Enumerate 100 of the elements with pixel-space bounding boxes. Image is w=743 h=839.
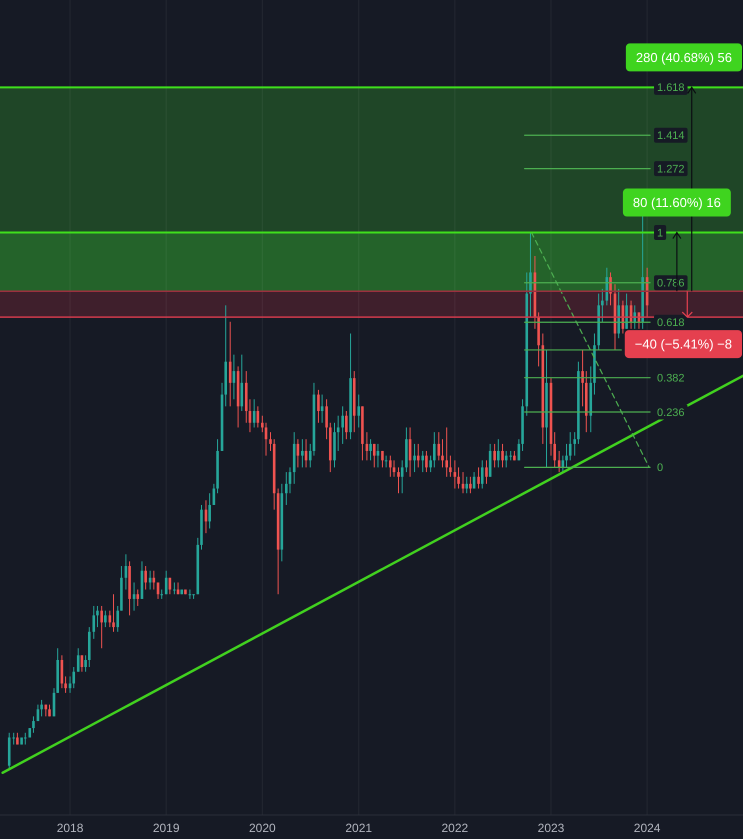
candlestick bbox=[325, 398, 328, 440]
candlestick bbox=[501, 443, 504, 468]
candlestick bbox=[485, 460, 488, 484]
candlestick bbox=[493, 443, 496, 468]
candlestick bbox=[381, 450, 384, 468]
candlestick bbox=[465, 476, 468, 494]
candlestick bbox=[112, 594, 115, 632]
candlestick bbox=[601, 288, 604, 322]
candlestick bbox=[64, 676, 67, 694]
x-tick-label: 2024 bbox=[634, 821, 661, 836]
candlestick bbox=[60, 654, 64, 689]
candlestick bbox=[204, 500, 208, 534]
x-tick-label: 2020 bbox=[248, 821, 276, 836]
candlestick bbox=[357, 394, 360, 428]
candlestick bbox=[389, 455, 392, 478]
y-tick-label: 0.382 bbox=[657, 372, 685, 385]
candlestick bbox=[445, 426, 448, 478]
candlestick bbox=[156, 582, 160, 600]
candlestick bbox=[152, 570, 156, 590]
y-tick-label: 1.414 bbox=[657, 130, 685, 142]
y-tick-label: 0.236 bbox=[657, 406, 685, 419]
y-tick-label: 1 bbox=[657, 227, 664, 240]
candlestick bbox=[132, 582, 136, 612]
candlestick bbox=[116, 605, 120, 632]
candlestick bbox=[392, 460, 396, 478]
candlestick bbox=[173, 582, 176, 595]
x-tick-label: 2023 bbox=[538, 821, 565, 836]
candlestick bbox=[228, 321, 232, 407]
candlestick bbox=[148, 570, 152, 590]
candlestick bbox=[144, 566, 147, 590]
candlestick bbox=[345, 410, 348, 440]
candlestick bbox=[372, 443, 376, 468]
candlestick bbox=[480, 460, 484, 490]
candlestick bbox=[504, 450, 508, 468]
candlestick bbox=[469, 476, 472, 494]
candlestick bbox=[472, 472, 476, 490]
candlestick bbox=[100, 605, 103, 649]
candlestick bbox=[341, 406, 344, 444]
y-tick-label: 0 bbox=[657, 462, 664, 474]
candlestick bbox=[301, 438, 304, 468]
candlestick bbox=[240, 354, 244, 412]
candlestick bbox=[208, 492, 211, 529]
candlestick bbox=[421, 450, 424, 473]
candlestick bbox=[317, 389, 320, 424]
y-tick-label: 0.618 bbox=[657, 317, 685, 330]
candlestick bbox=[477, 466, 480, 490]
candlestick bbox=[232, 354, 236, 400]
candlestick bbox=[188, 589, 192, 600]
candlestick bbox=[433, 432, 436, 468]
candlestick bbox=[413, 443, 416, 473]
candlestick bbox=[44, 704, 48, 717]
annotation: 280 (40.68%) 56 bbox=[636, 50, 732, 65]
candlestick bbox=[513, 450, 516, 461]
candlestick bbox=[369, 438, 372, 461]
candlestick bbox=[296, 438, 300, 468]
candlestick bbox=[84, 654, 87, 672]
candlestick bbox=[252, 398, 256, 428]
candlestick bbox=[72, 666, 76, 689]
candlestick bbox=[462, 472, 464, 494]
candlestick bbox=[509, 450, 512, 461]
annotation: 80 (11.60%) 16 bbox=[632, 195, 721, 210]
candlestick bbox=[92, 605, 96, 640]
candlestick bbox=[284, 472, 288, 506]
candlestick bbox=[376, 443, 380, 468]
candlestick bbox=[136, 589, 140, 606]
candlestick bbox=[429, 455, 432, 473]
candlestick bbox=[164, 570, 168, 595]
x-tick-label: 2021 bbox=[345, 821, 372, 836]
candlestick bbox=[32, 716, 35, 734]
y-tick-label: 0.786 bbox=[657, 278, 685, 290]
candlestick bbox=[80, 654, 84, 672]
candlestick bbox=[416, 443, 420, 468]
x-tick-label: 2018 bbox=[56, 821, 84, 836]
candlestick bbox=[160, 589, 164, 600]
candlestick bbox=[408, 426, 412, 478]
x-tick-label: 2022 bbox=[442, 821, 469, 836]
candlestick bbox=[568, 432, 572, 461]
candlestick bbox=[454, 460, 456, 490]
candlestick bbox=[366, 432, 368, 461]
candlestick bbox=[36, 704, 40, 722]
candlestick bbox=[104, 610, 107, 628]
candlestick bbox=[449, 455, 452, 478]
candlestick bbox=[40, 699, 43, 717]
candlestick bbox=[320, 394, 324, 424]
candlestick bbox=[573, 432, 576, 456]
candlestick bbox=[168, 577, 172, 595]
candlestick bbox=[212, 483, 216, 506]
candlestick bbox=[437, 432, 440, 461]
candlestick bbox=[124, 554, 128, 590]
y-tick-label: 1.272 bbox=[657, 163, 685, 176]
candlestick bbox=[76, 648, 80, 672]
candlestick bbox=[425, 450, 428, 473]
candlestick bbox=[28, 728, 32, 738]
candlestick bbox=[52, 688, 56, 717]
x-tick-label: 2019 bbox=[152, 821, 180, 836]
candlestick bbox=[108, 610, 112, 628]
candlestick bbox=[304, 438, 308, 468]
candlestick bbox=[497, 438, 500, 468]
candlestick bbox=[48, 704, 51, 717]
candlestick bbox=[24, 732, 27, 746]
